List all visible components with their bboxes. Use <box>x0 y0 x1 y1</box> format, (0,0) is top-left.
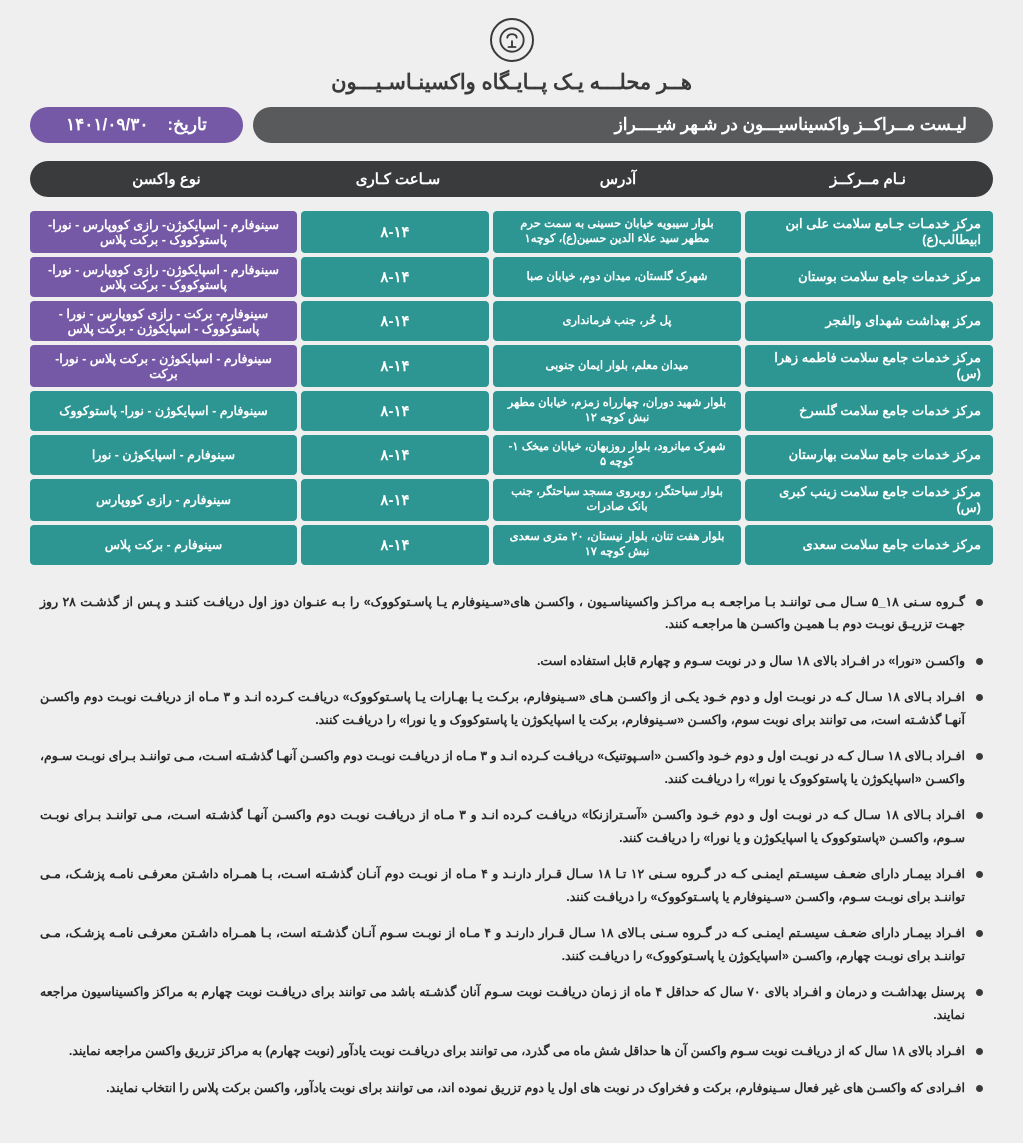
note-item: واکسـن «نورا» در افـراد بالای ۱۸ سال و د… <box>40 650 983 673</box>
center-hours: ۸-۱۴ <box>301 435 489 475</box>
subtitle: لیـست مــراکــز واکسیناسیـــون در شـهر ش… <box>253 107 993 143</box>
center-vaccine: سینوفارم - اسپایکوژن- رازی کووپارس - نور… <box>30 257 297 297</box>
center-address: بلوار سیاحتگر، روبروی مسجد سیاحتگر، جنب … <box>493 479 741 521</box>
center-name: مرکز خدمات جامع سلامت گلسرخ <box>745 391 993 431</box>
date-label: تاریخ: <box>167 115 207 134</box>
center-hours: ۸-۱۴ <box>301 301 489 341</box>
center-hours: ۸-۱۴ <box>301 525 489 565</box>
center-vaccine: سینوفارم - رازی کووپارس <box>30 479 297 521</box>
table-row: مرکز خدمات جامع سلامت بهارستانشهرک میانر… <box>30 435 993 475</box>
center-hours: ۸-۱۴ <box>301 257 489 297</box>
note-item: افـراد بـالای ۱۸ سـال کـه در نوبـت اول و… <box>40 745 983 790</box>
center-name: مرکز خدمات جامع سلامت بوستان <box>745 257 993 297</box>
center-hours: ۸-۱۴ <box>301 345 489 387</box>
center-address: بلوار سیبویه خیابان حسینی به سمت حرممطهر… <box>493 211 741 253</box>
page-title: هــر محلـــه یـک پــایـگاه واکسینـاسـیــ… <box>30 70 993 95</box>
table-row: مرکز خدمات جامع سلامت سعدیبلوار هفت تنان… <box>30 525 993 565</box>
note-item: گـروه سـنی ۱۸_۵ سـال مـی تواننـد بـا مرا… <box>40 591 983 636</box>
note-item: افـراد بالای ۱۸ سال که از دریافـت نوبت س… <box>40 1040 983 1063</box>
note-item: افـراد بـالای ۱۸ سـال کـه در نوبـت اول و… <box>40 686 983 731</box>
table-row: مرکز خدمات جامع سلامت فاطمه زهرا (س)میدا… <box>30 345 993 387</box>
table-header: نـام مــرکــز آدرس سـاعت کـاری نوع واکسن <box>30 161 993 197</box>
center-vaccine: سینوفارم - اسپایکوژن - نورا- پاستوکووک <box>30 391 297 431</box>
table-row: مرکز خدمات جامع سلامت گلسرخبلوار شهید دو… <box>30 391 993 431</box>
center-address: بلوار شهید دوران، چهارراه زمزم، خیابان م… <box>493 391 741 431</box>
center-address: پل خُر، جنب فرمانداری <box>493 301 741 341</box>
center-address: بلوار هفت تنان، بلوار نیستان، ۲۰ متری سع… <box>493 525 741 565</box>
col-hours: سـاعت کـاری <box>303 170 493 188</box>
col-vac: نوع واکسن <box>30 170 303 188</box>
center-hours: ۸-۱۴ <box>301 211 489 253</box>
table-row: مرکز خدمات جامع سلامت زینب کبری (س)بلوار… <box>30 479 993 521</box>
table-body: مرکز خدمـات جـامع سلامت علی ابن ابیطالب(… <box>30 211 993 565</box>
center-vaccine: سینوفارم - اسپایکوژن- رازی کووپارس - نور… <box>30 211 297 253</box>
center-name: مرکز خدمات جامع سلامت سعدی <box>745 525 993 565</box>
notes-list: گـروه سـنی ۱۸_۵ سـال مـی تواننـد بـا مرا… <box>30 591 993 1100</box>
date-pill: تاریخ: ۱۴۰۱/۰۹/۳۰ <box>30 107 243 143</box>
center-hours: ۸-۱۴ <box>301 479 489 521</box>
center-name: مرکز خدمات جامع سلامت فاطمه زهرا (س) <box>745 345 993 387</box>
center-name: مرکز خدمات جامع سلامت زینب کبری (س) <box>745 479 993 521</box>
center-address: میدان معلم، بلوار ایمان جنوبی <box>493 345 741 387</box>
table-row: مرکز خدمـات جـامع سلامت علی ابن ابیطالب(… <box>30 211 993 253</box>
center-name: مرکز بهداشت شهدای والفجر <box>745 301 993 341</box>
col-addr: آدرس <box>493 170 743 188</box>
center-vaccine: سینوفارم - برکت پلاس <box>30 525 297 565</box>
center-name: مرکز خدمات جامع سلامت بهارستان <box>745 435 993 475</box>
center-vaccine: سینوفارم - اسپایکوژن - نورا <box>30 435 297 475</box>
center-vaccine: سینوفارم - اسپایکوژن - برکت پلاس - نورا-… <box>30 345 297 387</box>
center-vaccine: سینوفارم- برکت - رازی کووپارس - نورا - پ… <box>30 301 297 341</box>
note-item: افـراد بیمـار دارای ضعـف سیسـتم ایمنـی ک… <box>40 863 983 908</box>
table-row: مرکز خدمات جامع سلامت بوستانشهرک گلستان،… <box>30 257 993 297</box>
center-name: مرکز خدمـات جـامع سلامت علی ابن ابیطالب(… <box>745 211 993 253</box>
table-row: مرکز بهداشت شهدای والفجرپل خُر، جنب فرما… <box>30 301 993 341</box>
center-address: شهرک گلستان، میدان دوم، خیابان صبا <box>493 257 741 297</box>
note-item: افـرادی که واکسـن های غیر فعال سـینوفارم… <box>40 1077 983 1100</box>
org-logo <box>490 18 534 62</box>
center-hours: ۸-۱۴ <box>301 391 489 431</box>
note-item: افـراد بـالای ۱۸ سـال کـه در نوبـت اول و… <box>40 804 983 849</box>
col-name: نـام مــرکــز <box>743 170 993 188</box>
note-item: پرسنل بهداشـت و درمان و افـراد بالای ۷۰ … <box>40 981 983 1026</box>
note-item: افـراد بیمـار دارای ضعـف سیسـتم ایمنـی ک… <box>40 922 983 967</box>
date-value: ۱۴۰۱/۰۹/۳۰ <box>66 115 149 134</box>
subtitle-bar: لیـست مــراکــز واکسیناسیـــون در شـهر ش… <box>30 107 993 143</box>
center-address: شهرک میانرود، بلوار روزبهان، خیابان میخک… <box>493 435 741 475</box>
